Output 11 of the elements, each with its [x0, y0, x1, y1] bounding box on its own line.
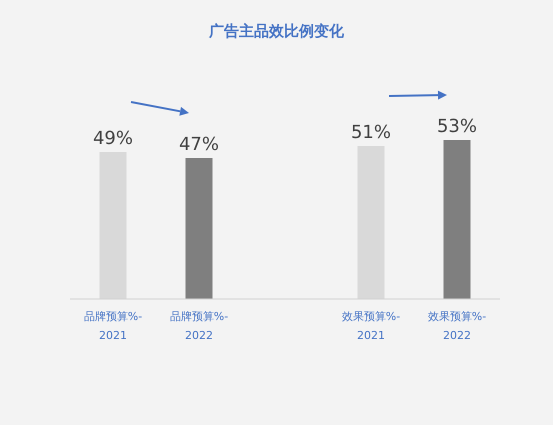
data-label: 53%	[436, 116, 478, 137]
x-tick-label: 品牌预算%-2021	[84, 310, 142, 342]
data-label: 51%	[350, 122, 392, 143]
data-label: 49%	[92, 128, 134, 149]
x-tick-label: 效果预算%-2022	[428, 310, 486, 342]
bar	[444, 140, 470, 299]
data-label: 47%	[178, 134, 220, 155]
x-tick-label: 品牌预算%-2022	[170, 310, 228, 342]
bar	[186, 158, 212, 299]
x-tick-label: 效果预算%-2021	[342, 310, 400, 342]
chart-title: 广告主品效比例变化	[208, 22, 345, 40]
